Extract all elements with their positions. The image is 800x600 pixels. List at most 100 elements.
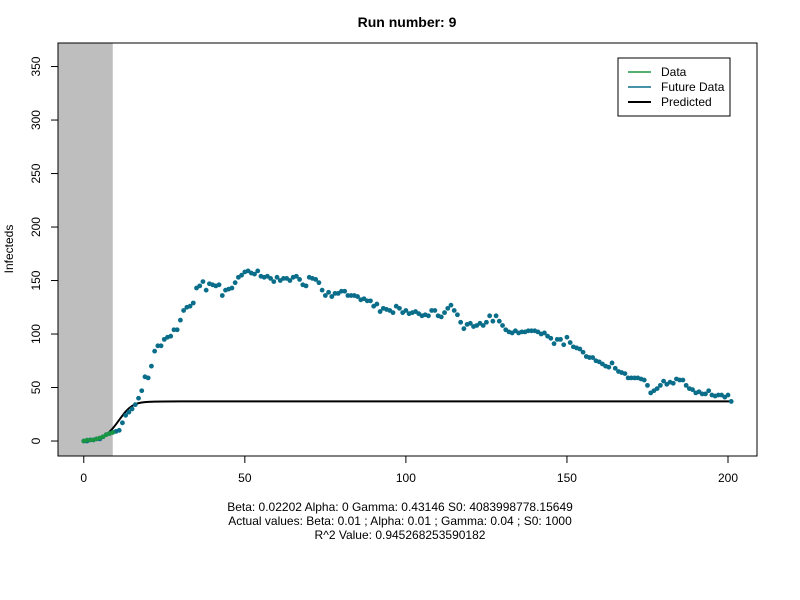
data-point xyxy=(88,437,93,443)
future-data-point xyxy=(448,302,454,308)
legend-label: Data xyxy=(661,65,687,79)
future-data-point xyxy=(190,300,196,306)
x-axis: 0 50 100 150 200 xyxy=(80,455,738,485)
future-data-point xyxy=(120,420,125,426)
data-point xyxy=(100,434,106,439)
future-data-point xyxy=(683,382,689,388)
future-data-point xyxy=(203,287,209,293)
future-data-point xyxy=(661,378,666,384)
legend-label: Predicted xyxy=(661,95,712,109)
y-tick-label: 0 xyxy=(29,437,43,444)
future-data-point xyxy=(152,348,158,354)
future-data-point xyxy=(149,363,154,369)
future-data-point xyxy=(390,310,396,316)
future-data-point xyxy=(725,392,731,398)
future-data-point xyxy=(326,289,331,295)
x-tick-label: 150 xyxy=(557,471,577,485)
future-data-points-layer xyxy=(81,268,734,444)
x-tick-label: 100 xyxy=(396,471,416,485)
future-data-point xyxy=(145,375,151,381)
future-data-point xyxy=(200,279,206,284)
y-tick-label: 50 xyxy=(29,381,43,395)
future-data-point xyxy=(271,279,277,284)
future-data-point xyxy=(374,301,380,307)
future-data-point xyxy=(548,335,554,341)
future-data-point xyxy=(329,294,335,299)
future-data-point xyxy=(255,268,261,274)
future-data-point xyxy=(368,298,373,304)
future-data-point xyxy=(158,343,164,349)
future-data-point xyxy=(458,319,464,325)
future-data-point xyxy=(174,327,180,333)
future-data-point xyxy=(590,355,596,360)
future-data-point xyxy=(496,318,502,324)
future-data-point xyxy=(268,275,273,281)
future-data-point xyxy=(426,313,431,319)
y-tick-label: 250 xyxy=(29,163,43,183)
future-data-point xyxy=(187,303,193,309)
x-tick-label: 0 xyxy=(80,471,87,485)
future-data-point xyxy=(274,274,280,280)
future-data-point xyxy=(313,277,319,282)
future-data-point xyxy=(132,402,138,408)
future-data-point xyxy=(126,409,132,415)
future-data-point xyxy=(657,382,663,388)
y-tick-label: 100 xyxy=(29,324,43,344)
future-data-point xyxy=(168,333,174,339)
legend-label: Future Data xyxy=(661,80,725,94)
chart-title: Run number: 9 xyxy=(358,14,457,30)
future-data-point xyxy=(680,377,686,383)
initial-data-shaded-region xyxy=(58,43,113,456)
future-data-point xyxy=(500,323,505,328)
future-data-point xyxy=(216,282,222,288)
future-data-point xyxy=(455,312,460,318)
future-data-point xyxy=(645,382,650,388)
future-data-point xyxy=(297,277,302,282)
future-data-point xyxy=(197,283,203,289)
future-data-point xyxy=(580,349,586,355)
future-data-point xyxy=(670,380,676,386)
future-data-point xyxy=(116,427,122,433)
future-data-point xyxy=(606,364,612,370)
future-data-point xyxy=(129,406,135,412)
future-data-point xyxy=(123,412,129,418)
future-data-point xyxy=(551,341,557,347)
fit-parameters-caption: Beta: 0.02202 Alpha: 0 Gamma: 0.43146 S0… xyxy=(227,500,573,514)
x-tick-label: 50 xyxy=(238,471,252,485)
future-data-point xyxy=(377,309,383,314)
future-data-point xyxy=(467,320,473,326)
future-data-point xyxy=(564,334,570,340)
future-data-point xyxy=(432,308,438,313)
future-data-point xyxy=(542,330,547,336)
future-data-point xyxy=(493,313,499,319)
future-data-point xyxy=(690,387,695,393)
future-data-point xyxy=(342,288,348,294)
future-data-point xyxy=(728,399,734,404)
future-data-point xyxy=(322,293,328,298)
future-data-point xyxy=(609,360,615,366)
future-data-point xyxy=(403,308,409,313)
future-data-point xyxy=(287,278,293,283)
future-data-point xyxy=(706,388,712,394)
future-data-point xyxy=(293,273,299,279)
future-data-point xyxy=(139,388,145,394)
future-data-point xyxy=(480,323,486,328)
future-data-point xyxy=(181,308,187,313)
future-data-point xyxy=(438,314,444,320)
y-tick-label: 350 xyxy=(29,56,43,76)
future-data-point xyxy=(561,342,567,348)
x-tick-label: 200 xyxy=(718,471,738,485)
future-data-point xyxy=(451,308,457,313)
future-data-point xyxy=(136,395,141,401)
future-data-point xyxy=(178,317,183,323)
future-data-point xyxy=(445,305,451,311)
future-data-point xyxy=(461,326,467,332)
future-data-point xyxy=(239,272,245,278)
future-data-point xyxy=(558,336,563,342)
y-axis-label: Infecteds xyxy=(2,225,16,274)
future-data-point xyxy=(397,305,402,311)
predicted-line-layer xyxy=(83,400,732,443)
future-data-point xyxy=(319,287,325,293)
